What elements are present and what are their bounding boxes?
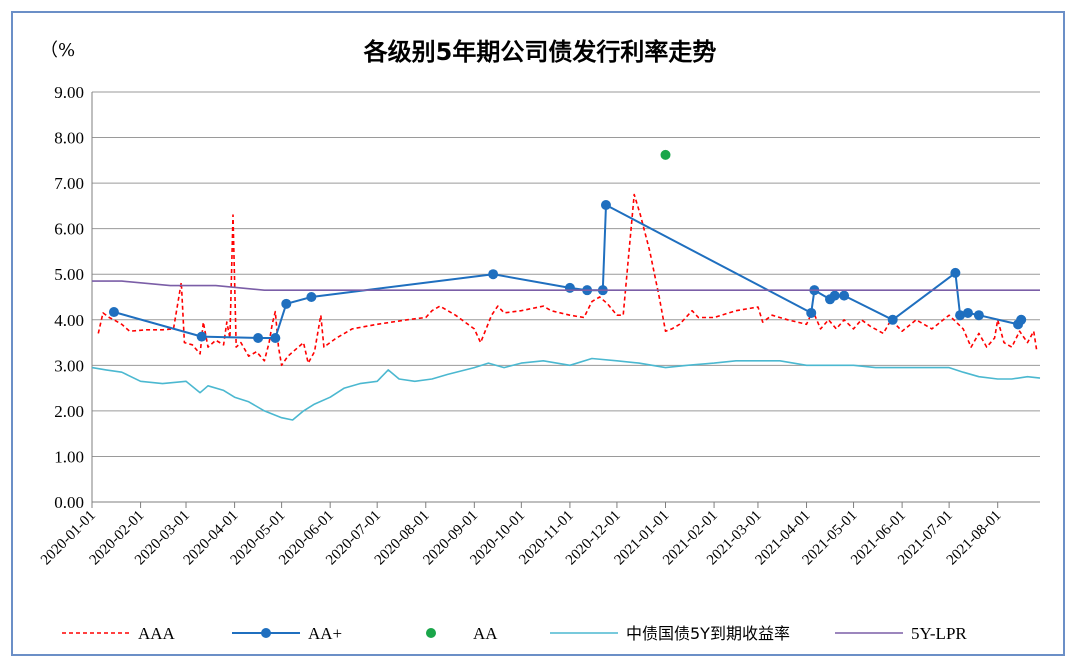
data-point	[962, 307, 973, 318]
data-point	[306, 292, 317, 302]
data-point	[950, 267, 961, 278]
chart-frame	[11, 11, 1065, 656]
plot-area	[91, 149, 1041, 421]
y-tick-label: 9.00	[54, 83, 84, 102]
series-line	[97, 193, 1038, 367]
y-tick-label: 6.00	[54, 220, 84, 239]
legend-swatch-marker	[261, 628, 271, 638]
legend-label: AA+	[308, 624, 342, 643]
y-tick-label: 1.00	[54, 447, 84, 466]
data-point	[955, 310, 966, 321]
y-tick-label: 7.00	[54, 174, 84, 193]
data-point	[660, 149, 671, 160]
data-point	[806, 307, 817, 318]
y-tick-label: 4.00	[54, 311, 84, 330]
unit-label: （%	[40, 40, 75, 61]
chart-title: 各级别5年期公司债发行利率走势	[363, 38, 717, 66]
y-tick-label: 3.00	[54, 356, 84, 375]
data-point	[253, 333, 264, 343]
legend-label: 中债国债5Y到期收益率	[626, 624, 790, 643]
data-point	[270, 333, 281, 343]
y-axis: 0.00 1.00 2.00 3.00 4.00 5.00 6.00 7.00 8.00 9.00	[54, 83, 84, 512]
data-point	[600, 199, 611, 210]
x-axis: 2020-01-012020-02-012020-03-012020-04-01…	[38, 502, 1005, 568]
data-point	[839, 290, 850, 301]
y-tick-label: 2.00	[54, 402, 84, 421]
y-tick-label: 5.00	[54, 265, 84, 284]
data-point	[829, 290, 840, 301]
legend-label: AAA	[138, 624, 176, 643]
data-point	[488, 269, 499, 280]
data-point	[887, 314, 898, 325]
series-line	[113, 204, 1023, 339]
series-line	[91, 357, 1041, 421]
y-tick-label: 0.00	[54, 493, 84, 512]
data-point	[973, 310, 984, 321]
series-line	[92, 280, 1040, 291]
data-point	[281, 298, 292, 309]
y-tick-label: 8.00	[54, 129, 84, 148]
legend-label: AA	[473, 624, 498, 643]
legend-swatch-marker	[426, 628, 436, 638]
data-point	[108, 307, 119, 318]
data-point	[564, 282, 575, 293]
legend: AAA AA+ AA 中债国债5Y到期收益率 5Y-LPR	[62, 624, 967, 643]
data-point	[196, 331, 207, 342]
grid-lines	[91, 91, 1040, 503]
data-point	[1016, 314, 1027, 325]
legend-label: 5Y-LPR	[911, 624, 967, 643]
